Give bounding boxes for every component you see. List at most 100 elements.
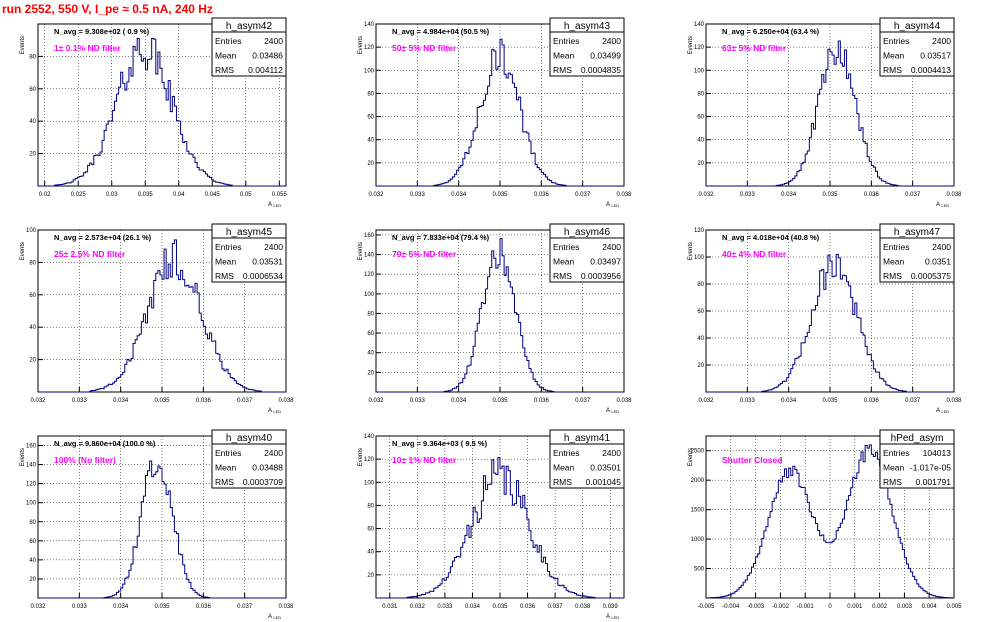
y-tick-label: 20 [697,363,704,369]
stats-label: Entries [553,242,579,252]
y-tick-label: 120 [364,272,375,278]
stats-value: 0.03531 [252,257,283,267]
n-avg-label: N_avg = 7.833e+04 (79.4 %) [392,233,490,242]
x-axis-title-subscript: LED [273,203,281,208]
histogram-series-line [376,457,624,599]
x-tick-label: 0.033 [72,604,88,610]
x-tick-label: 0.045 [205,192,221,198]
y-tick-label: 60 [29,293,36,299]
x-tick-label: 0.038 [616,192,632,198]
y-tick-label: 40 [367,550,374,556]
stats-label: RMS [883,477,902,487]
filter-label: 50± 5% ND filter [392,43,457,53]
x-axis-title-subscript: LED [273,409,281,414]
stats-label: Mean [883,463,905,473]
stats-value: 2400 [932,242,951,252]
y-tick-label: 120 [694,228,705,234]
stats-label: Entries [553,36,579,46]
x-tick-label: 0.035 [154,398,170,404]
histogram-panel-h_asym43: 0.032 0.033 0.034 0.035 0.036 0.037 0.038 20 40 6… [358,17,632,208]
x-tick-label: -0.004 [722,604,740,610]
stats-hist-name: hPed_asym [891,433,944,444]
x-tick-label: 0.032 [368,192,384,198]
x-tick-label: 0.033 [72,398,88,404]
stats-value: 2400 [264,448,283,458]
n-avg-label: N_avg = 9.308e+02 ( 0.9 %) [54,27,150,36]
x-tick-label: 0.035 [138,192,154,198]
y-tick-label: 1000 [691,537,705,543]
filter-label: 100% (No filter) [54,455,116,465]
stats-value: 0.0003709 [243,477,283,487]
x-tick-label: -0.005 [697,604,715,610]
x-tick-label: 0.005 [946,604,962,610]
y-tick-label: 140 [364,434,375,440]
histogram-panel-h_asym45: 0.032 0.033 0.034 0.035 0.036 0.037 0.038 20 40 6… [20,223,294,414]
x-tick-label: 0.037 [237,398,253,404]
x-tick-label: 0.035 [492,604,508,610]
n-avg-label: N_avg = 6.250e+04 (63.4 %) [722,27,820,36]
stats-box [549,223,625,283]
x-tick-label: 0.034 [451,398,467,404]
x-axis-title-subscript: LED [941,409,949,414]
x-tick-label: 0.035 [822,398,838,404]
x-axis-title-subscript: LED [611,409,619,414]
stats-value: 2400 [602,448,621,458]
histogram-panel-h_asym41: 0.031 0.032 0.033 0.034 0.035 0.036 0.037 0.038… [358,429,625,620]
stats-value: 2400 [602,242,621,252]
x-tick-label: 0.033 [740,398,756,404]
x-tick-label: 0.035 [492,398,508,404]
x-tick-label: 0.036 [196,398,212,404]
stats-box [879,223,955,283]
y-tick-label: 60 [367,527,374,533]
stats-label: RMS [553,65,572,75]
y-tick-label: 100 [694,68,705,74]
y-tick-label: 1500 [691,508,705,514]
x-tick-label: 0.036 [864,398,880,404]
x-tick-label: 0.033 [410,398,426,404]
y-tick-label: 100 [26,228,37,234]
y-tick-label: 40 [367,138,374,144]
page-title: run 2552, 550 V, I_pe ≈ 0.5 nA, 240 Hz [2,2,213,16]
y-tick-label: 60 [697,309,704,315]
histogram-series-line [706,253,954,393]
histogram-series-line [706,40,954,187]
x-tick-label: -0.003 [747,604,765,610]
y-tick-label: 2000 [691,478,705,484]
stats-value: 104013 [923,448,952,458]
stats-label: Mean [215,51,237,61]
filter-label: 40± 4% ND filter [722,249,787,259]
y-tick-label: 60 [697,115,704,121]
x-axis-title: A LED [936,408,949,414]
x-tick-label: 0.037 [905,192,921,198]
histogram-panel-h_asym47: 0.032 0.033 0.034 0.035 0.036 0.037 0.038 20 40 6… [688,223,962,414]
stats-value: 0.0004413 [911,65,951,75]
y-tick-label: 20 [367,370,374,376]
x-tick-label: 0.037 [905,398,921,404]
stats-label: Mean [553,51,575,61]
x-tick-label: 0.034 [465,604,481,610]
stats-hist-name: h_asym41 [564,433,611,444]
y-axis-title: Events [358,448,364,466]
x-tick-label: 0.032 [30,604,46,610]
y-tick-label: 20 [367,161,374,167]
stats-label: RMS [215,271,234,281]
stats-value: 2400 [264,36,283,46]
x-tick-label: 0.037 [575,398,591,404]
x-tick-label: 0.036 [520,604,536,610]
stats-label: Entries [215,36,241,46]
y-tick-label: 80 [697,91,704,97]
y-tick-label: 80 [697,282,704,288]
stats-box [211,223,287,283]
stats-box [211,429,287,489]
y-tick-label: 20 [367,573,374,579]
x-axis-title-subscript: LED [273,615,281,620]
x-tick-label: 0.034 [451,192,467,198]
x-axis-title: A LED [936,202,949,208]
x-axis-title-subscript: LED [611,615,619,620]
y-tick-label: 120 [364,45,375,51]
x-tick-label: 0.037 [548,604,564,610]
stats-label: Mean [553,463,575,473]
x-tick-label: 0.038 [616,398,632,404]
x-tick-label: 0.001 [847,604,863,610]
